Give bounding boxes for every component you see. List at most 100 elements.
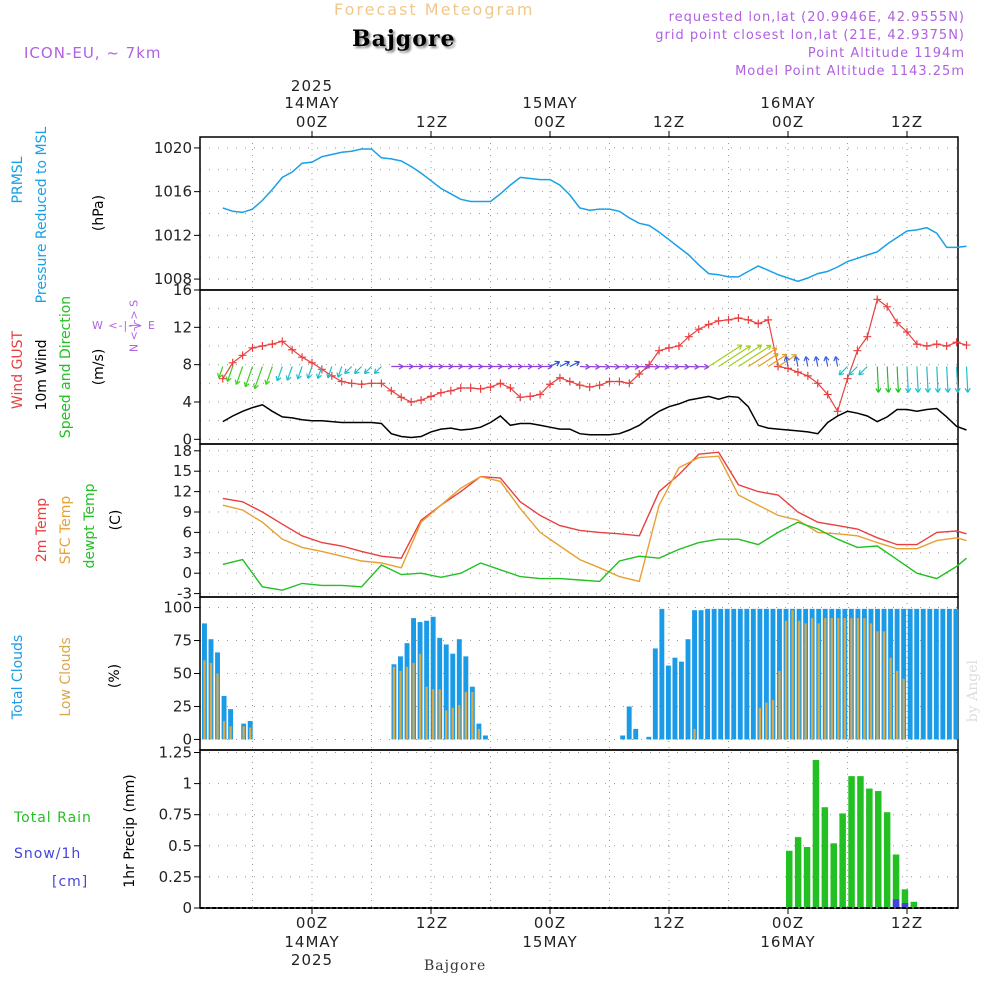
low-cloud-bar (797, 620, 801, 740)
gust-marker (625, 379, 634, 388)
gust-marker (823, 390, 832, 399)
gust-marker (932, 340, 941, 349)
total-cloud-bar (665, 665, 671, 740)
wind-direction-arrow (678, 363, 690, 370)
total-cloud-bar (907, 608, 913, 740)
low-cloud-bar (418, 653, 422, 740)
y-tick-label: 0 (182, 430, 192, 448)
low-cloud-bar (432, 689, 435, 740)
gust-marker (397, 393, 406, 402)
wind-direction-arrow (264, 366, 273, 385)
y-tick-label: 0.25 (159, 868, 192, 886)
gust-marker (754, 319, 763, 328)
bottom-year: 2025 (290, 951, 334, 969)
gust-marker (258, 342, 267, 350)
grid-point-coords: grid point closest lon,lat (21E, 42.9375… (655, 28, 965, 43)
gust-marker (288, 345, 297, 354)
total-cloud-bar (685, 639, 691, 740)
wind-direction-arrow (875, 366, 882, 393)
total-cloud-bar (646, 736, 652, 740)
wind-direction-arrow (833, 356, 840, 367)
rain-bar (857, 776, 864, 908)
low-cloud-bar (791, 610, 794, 740)
low-cloud-bar (216, 673, 219, 740)
wind-direction-arrow (783, 356, 790, 367)
rain-bar (866, 788, 873, 908)
wind-direction-arrow (589, 363, 601, 370)
total-cloud-bar (424, 620, 430, 740)
gust-marker (694, 325, 703, 334)
total-cloud-bar (953, 608, 959, 740)
low-cloud-bar (399, 670, 402, 740)
top-day-14: 14MAY (284, 94, 340, 112)
gust-marker (893, 318, 902, 327)
low-cloud-bar (458, 705, 461, 740)
rain-bar (830, 843, 837, 908)
gust-marker (883, 302, 892, 311)
wind-direction-arrow (803, 356, 810, 367)
wind-direction-arrow (738, 344, 772, 368)
low-cloud-bar (451, 707, 454, 740)
gust-marker (486, 383, 495, 392)
low-cloud-bar (392, 666, 396, 740)
wind-direction-arrow (243, 366, 254, 388)
top-tick-12z-15: 12Z (652, 113, 686, 131)
wind-direction-arrow (609, 363, 620, 370)
gust-marker (813, 379, 822, 388)
gust-marker (228, 358, 237, 367)
gust-marker (268, 340, 277, 349)
gust-marker (803, 371, 812, 380)
top-day-16: 16MAY (760, 94, 816, 112)
wind-direction-arrow (344, 366, 353, 375)
total-cloud-bar (711, 608, 717, 740)
wind-direction-arrow (708, 344, 743, 368)
rain-bar (786, 850, 793, 908)
rain-bar (794, 837, 802, 908)
y-tick-label: 9 (182, 503, 192, 521)
total-cloud-bar (718, 608, 724, 740)
y-tick-label: 6 (182, 523, 192, 541)
gust-marker (962, 341, 971, 350)
gust-marker (724, 315, 733, 324)
bottom-day-16: 16MAY (760, 933, 816, 951)
wind-direction-arrow (275, 366, 283, 382)
wind-direction-arrow (559, 360, 571, 368)
wind-direction-arrow (306, 366, 313, 379)
gust-marker (565, 377, 574, 386)
total-cloud-bar (920, 608, 926, 740)
model-label: ICON-EU, ~ 7km (24, 44, 162, 62)
y-tick-label: 25 (173, 697, 192, 715)
bottom-tick-00z-14: 00Z (295, 914, 329, 932)
low-cloud-bar (817, 623, 820, 740)
gust-marker (704, 320, 713, 329)
low-cloud-bar (837, 618, 840, 740)
gust-marker (863, 332, 872, 341)
gust-marker (922, 342, 931, 350)
total-cloud-bar (731, 608, 737, 740)
y-tick-label: 1 (182, 775, 192, 793)
top-tick-00z-14: 00Z (295, 113, 329, 131)
wind-direction-arrow (659, 363, 670, 370)
top-tick-12z-14: 12Z (415, 113, 449, 131)
low-cloud-bar (804, 623, 807, 740)
bottom-day-15: 15MAY (522, 933, 578, 951)
low-cloud-bar (784, 620, 788, 740)
gust-marker (367, 379, 376, 388)
rain-bar (901, 889, 909, 908)
gust-marker (298, 353, 307, 362)
location-title: Bajgore (352, 26, 456, 52)
low-cloud-bar (830, 618, 833, 740)
low-cloud-bar (425, 686, 428, 740)
low-cloud-bar (811, 618, 814, 740)
y-tick-label: 1016 (154, 183, 192, 201)
wind-direction-arrow (316, 366, 323, 379)
total-cloud-bar (770, 608, 776, 740)
rain-bar (875, 791, 882, 908)
rain-bar (821, 807, 829, 908)
total-cloud-bar (430, 616, 436, 740)
y-tick-label: 1012 (154, 226, 192, 244)
wind-direction-arrow (639, 363, 650, 370)
top-tick-00z-15: 00Z (533, 113, 567, 131)
y-tick-label: 0 (182, 899, 192, 917)
gust-marker (665, 343, 673, 352)
